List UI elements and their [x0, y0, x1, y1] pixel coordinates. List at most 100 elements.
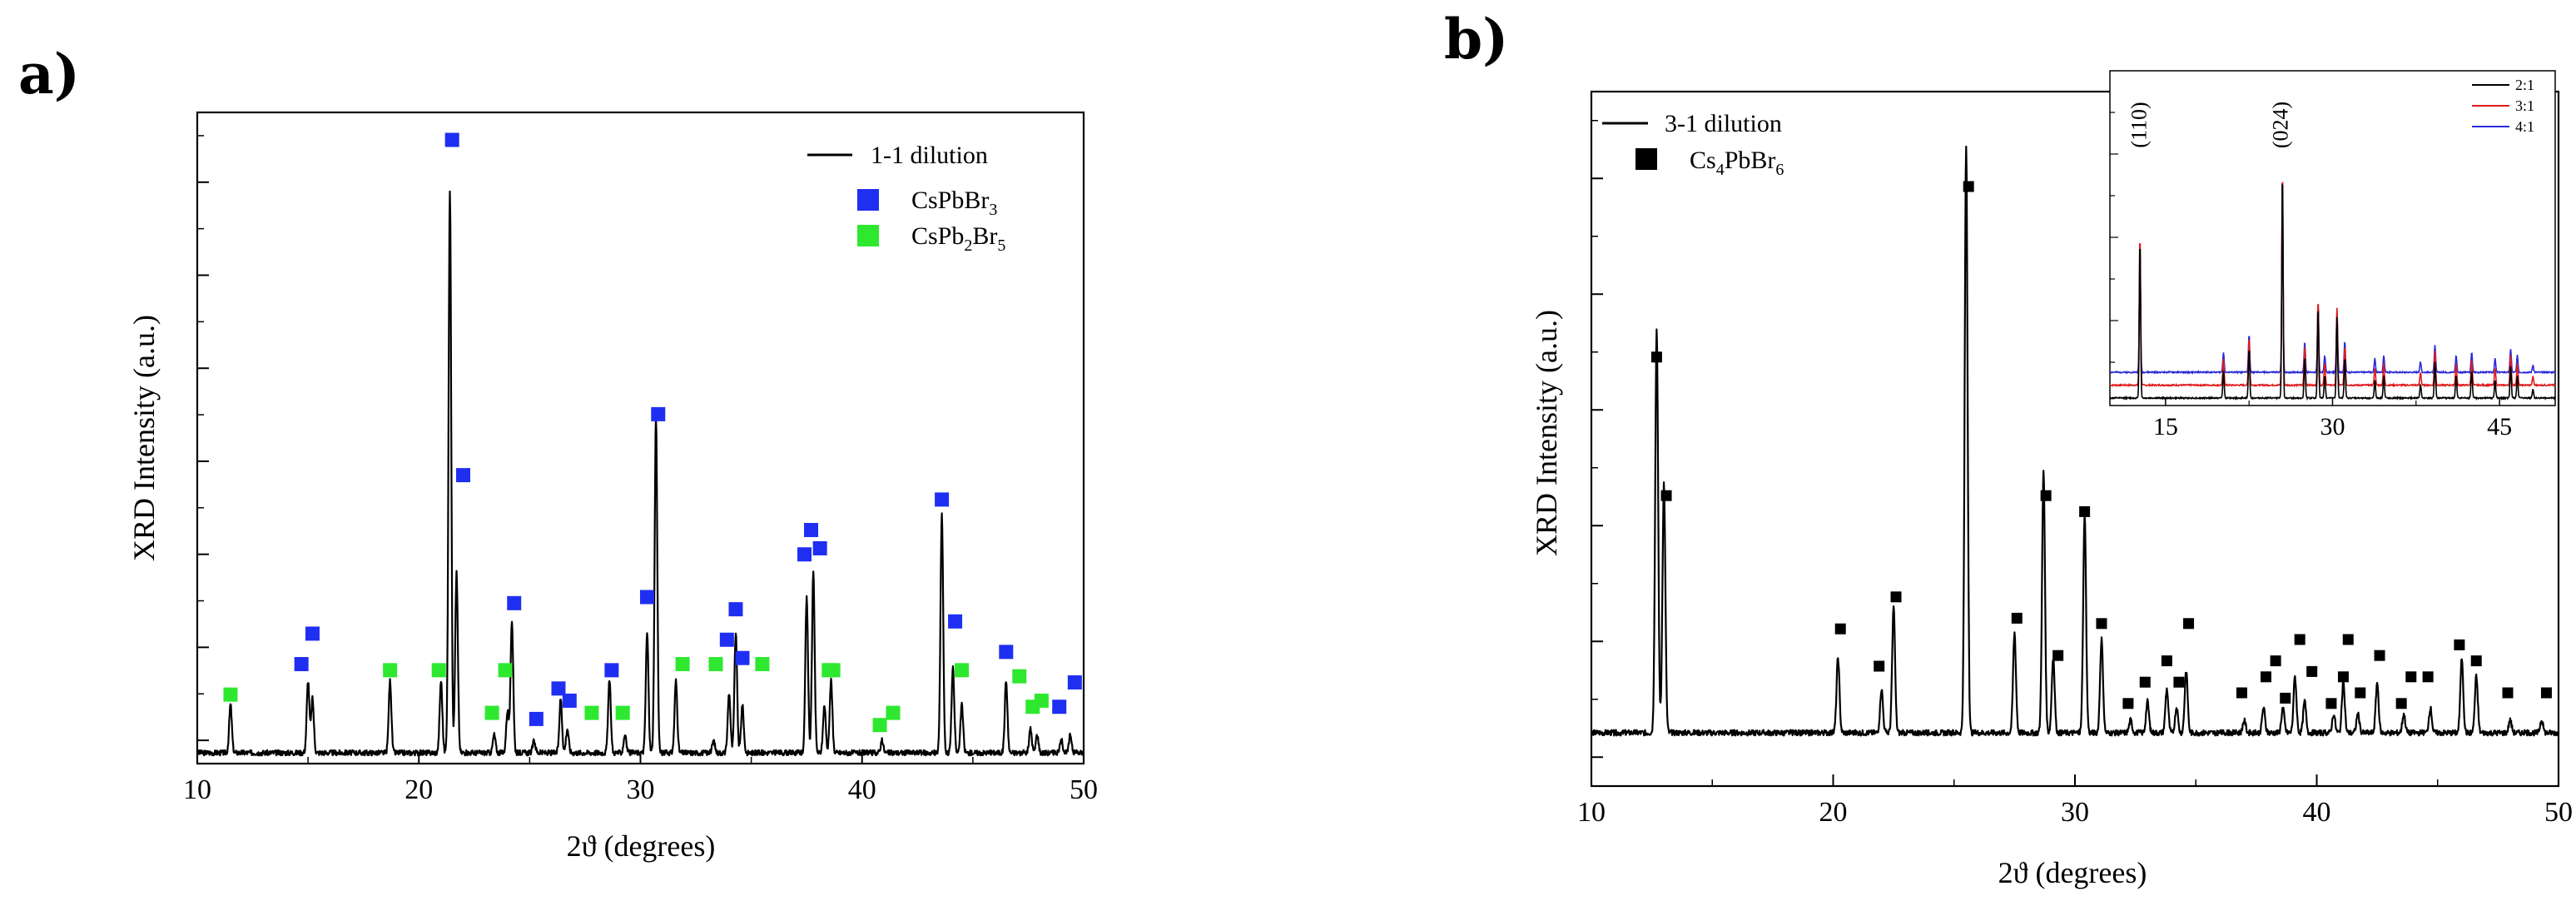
marker-cspbbr3	[551, 681, 566, 696]
marker-cspbbr3	[529, 711, 543, 726]
marker-cspbbr3	[1052, 699, 1067, 714]
x-tick-label: 50	[2544, 797, 2573, 828]
marker-cs4pbbr6	[2236, 687, 2247, 699]
marker-cspbbr3	[562, 693, 577, 708]
x-tick-label: 40	[2303, 797, 2331, 828]
marker-cs4pbbr6	[2294, 634, 2305, 645]
panel-a-x-axis-title: 2ϑ (degrees)	[567, 829, 716, 863]
inset-y-ticks	[2110, 112, 2118, 363]
marker-cs4pbbr6	[1834, 623, 1846, 635]
marker-cspb2br5	[223, 687, 238, 702]
x-tick-label: 20	[405, 774, 433, 805]
inset-frame	[2109, 70, 2556, 406]
panel-a-y-axis-title: XRD Intensity (a.u.)	[127, 315, 161, 561]
marker-cspb2br5	[1012, 669, 1027, 684]
marker-cs4pbbr6	[2270, 655, 2281, 667]
panel-a-legend: 1-1 dilution CsPbBr3 CsPb2Br5	[807, 142, 1005, 255]
marker-cs4pbbr6	[2183, 618, 2195, 630]
inset-line-3-1	[2109, 181, 2556, 388]
marker-cs4pbbr6	[2139, 676, 2151, 688]
panel-b-inset: 15 30 45 (110) (024) 2:1 3:1 4:1	[2109, 70, 2556, 441]
inset-legend-label-2-1: 2:1	[2515, 77, 2534, 93]
inset-legend: 2:1 3:1 4:1	[2472, 77, 2534, 135]
marker-cspbbr3	[604, 663, 619, 678]
panel-b-y-ticks	[1591, 120, 1603, 759]
marker-cs4pbbr6	[2405, 671, 2417, 683]
inset-x-tick-label: 30	[2320, 413, 2345, 441]
marker-cs4pbbr6	[1874, 660, 1885, 672]
panel-b-legend: 3-1 dilution Cs4PbBr6	[1602, 110, 1784, 179]
marker-cs4pbbr6	[2052, 650, 2064, 661]
marker-cs4pbbr6	[2306, 665, 2318, 677]
x-tick-label: 30	[627, 774, 655, 805]
x-tick-label: 10	[183, 774, 211, 805]
panel-b-series-line	[1590, 145, 2559, 737]
legend-swatch-cspb2br5	[857, 225, 879, 246]
panel-a-y-ticks	[197, 135, 209, 742]
marker-cspb2br5	[872, 718, 887, 733]
marker-cspb2br5	[886, 705, 901, 720]
marker-cs4pbbr6	[2355, 687, 2366, 699]
marker-cs4pbbr6	[2325, 698, 2337, 709]
x-tick-label: 40	[848, 774, 876, 805]
panel-b-x-ticks: 10 20 30 40 50	[1577, 774, 2573, 828]
inset-legend-label-4-1: 4:1	[2515, 118, 2534, 135]
marker-cspbbr3	[735, 650, 750, 665]
marker-cspbbr3	[444, 132, 459, 147]
marker-cs4pbbr6	[2454, 639, 2465, 650]
legend-label-1-1-dilution: 1-1 dilution	[871, 142, 988, 169]
marker-cs4pbbr6	[2470, 655, 2482, 667]
marker-cs4pbbr6	[2280, 692, 2291, 704]
marker-cs4pbbr6	[2040, 490, 2052, 501]
marker-cs4pbbr6	[1890, 591, 1902, 603]
marker-cspb2br5	[584, 705, 599, 720]
panel-b-markers	[1650, 181, 2552, 709]
marker-cspbbr3	[294, 657, 309, 672]
marker-cs4pbbr6	[2122, 698, 2134, 709]
panel-b-y-axis-title: XRD Intensity (a.u.)	[1530, 310, 1563, 556]
legend-label-cspbbr3: CsPbBr3	[911, 187, 997, 219]
panel-a-x-ticks: 10 20 30 40 50	[183, 752, 1098, 805]
marker-cspb2br5	[955, 663, 970, 678]
marker-cspb2br5	[431, 663, 446, 678]
panel-a-series-line	[196, 190, 1085, 757]
inset-peak-label: (024)	[2268, 102, 2292, 148]
marker-cs4pbbr6	[2540, 687, 2552, 699]
panel-b: b) 10 20 30 40 50 2ϑ (degrees) XRD Intensity…	[1444, 7, 2573, 889]
x-tick-label: 10	[1577, 797, 1606, 828]
marker-cspbbr3	[719, 632, 734, 647]
inset-legend-label-3-1: 3:1	[2515, 97, 2534, 114]
marker-cspb2br5	[484, 705, 499, 720]
panel-a: a) 10 20 30 40 50 2ϑ (degrees) XRD Intensity…	[18, 42, 1098, 863]
panel-b-x-axis-title: 2ϑ (degrees)	[1998, 856, 2147, 889]
marker-cspbbr3	[305, 626, 320, 641]
marker-cspbbr3	[639, 590, 654, 605]
marker-cspbbr3	[1067, 675, 1082, 689]
inset-x-tick-label: 45	[2487, 413, 2512, 441]
marker-cspbbr3	[507, 595, 522, 610]
marker-cspbbr3	[812, 540, 827, 555]
marker-cs4pbbr6	[2342, 634, 2354, 645]
marker-cs4pbbr6	[2260, 671, 2271, 683]
inset-peak-label: (110)	[2127, 102, 2151, 147]
marker-cspbbr3	[651, 406, 666, 421]
marker-cspbbr3	[797, 547, 812, 562]
panel-a-label: a)	[18, 42, 80, 107]
marker-cspbbr3	[999, 645, 1014, 660]
marker-cspbbr3	[948, 614, 963, 629]
marker-cs4pbbr6	[1660, 490, 1672, 501]
marker-cspb2br5	[675, 657, 690, 672]
marker-cs4pbbr6	[2422, 671, 2434, 683]
legend-label-3-1-dilution: 3-1 dilution	[1665, 110, 1782, 137]
marker-cspb2br5	[755, 657, 770, 672]
marker-cs4pbbr6	[2502, 687, 2514, 699]
marker-cspb2br5	[615, 705, 630, 720]
marker-cspb2br5	[383, 663, 398, 678]
marker-cs4pbbr6	[2011, 612, 2023, 624]
x-tick-label: 30	[2061, 797, 2089, 828]
panel-b-label: b)	[1444, 7, 1508, 72]
marker-cspbbr3	[728, 602, 743, 617]
marker-cs4pbbr6	[1650, 351, 1662, 363]
marker-cspb2br5	[1034, 693, 1049, 708]
